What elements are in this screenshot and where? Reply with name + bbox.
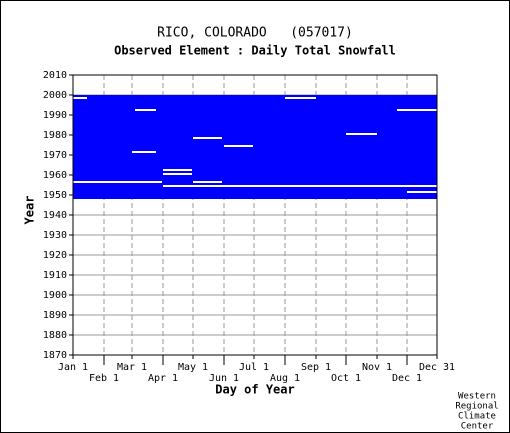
plot-border bbox=[72, 74, 438, 356]
y-tick-label: 1990 bbox=[43, 110, 67, 121]
data-gap bbox=[163, 185, 437, 187]
y-tick-label: 1900 bbox=[43, 290, 67, 301]
x-tick-label: Feb 1 bbox=[89, 373, 119, 384]
x-tick-label: Aug 1 bbox=[270, 373, 300, 384]
x-tick-label: May 1 bbox=[178, 362, 208, 373]
chart-title: RICO, COLORADO (057017) bbox=[157, 26, 353, 41]
chart-subtitle: Observed Element : Daily Total Snowfall bbox=[114, 44, 396, 58]
x-tick-label: Apr 1 bbox=[148, 373, 178, 384]
data-gap bbox=[73, 97, 87, 99]
y-axis-label: Year bbox=[23, 196, 37, 225]
x-tick-label: Dec 31 bbox=[419, 362, 455, 373]
data-gap bbox=[163, 169, 192, 171]
x-tick-label: Sep 1 bbox=[301, 362, 331, 373]
x-tick-label: Jul 1 bbox=[239, 362, 269, 373]
y-tick-label: 1970 bbox=[43, 150, 67, 161]
data-gap bbox=[163, 173, 192, 175]
data-gap bbox=[346, 133, 377, 135]
y-tick-label: 1980 bbox=[43, 130, 67, 141]
x-tick-label: Nov 1 bbox=[362, 362, 392, 373]
data-gap bbox=[193, 137, 222, 139]
y-tick-label: 1960 bbox=[43, 170, 67, 181]
y-tick-label: 1930 bbox=[43, 230, 67, 241]
x-tick-label: Jun 1 bbox=[209, 373, 239, 384]
credit-line: Center bbox=[461, 422, 494, 432]
y-tick-label: 1870 bbox=[43, 350, 67, 361]
x-axis-label: Day of Year bbox=[215, 383, 294, 397]
credit-line: Climate bbox=[458, 412, 496, 422]
y-tick-label: 1880 bbox=[43, 330, 67, 341]
credit-line: Western bbox=[458, 392, 496, 402]
x-tick-label: Jan 1 bbox=[58, 362, 88, 373]
y-tick-label: 1890 bbox=[43, 310, 67, 321]
x-tick-label: Oct 1 bbox=[331, 373, 361, 384]
coverage-block bbox=[73, 95, 437, 199]
data-gap bbox=[407, 191, 437, 193]
y-tick-label: 2000 bbox=[43, 90, 67, 101]
y-tick-label: 1950 bbox=[43, 190, 67, 201]
data-gap bbox=[224, 145, 253, 147]
y-tick-label: 1910 bbox=[43, 270, 67, 281]
data-gap bbox=[132, 151, 156, 153]
data-gap bbox=[397, 109, 437, 111]
x-tick-label: Mar 1 bbox=[117, 362, 147, 373]
y-tick-label: 1920 bbox=[43, 250, 67, 261]
data-gap bbox=[193, 181, 222, 183]
data-gap bbox=[285, 97, 316, 99]
credit-line: Regional bbox=[455, 402, 498, 412]
data-gap bbox=[135, 109, 156, 111]
x-tick-label: Dec 1 bbox=[392, 373, 422, 384]
y-tick-label: 2010 bbox=[43, 70, 67, 81]
y-tick-label: 1940 bbox=[43, 210, 67, 221]
data-gap bbox=[73, 181, 162, 183]
